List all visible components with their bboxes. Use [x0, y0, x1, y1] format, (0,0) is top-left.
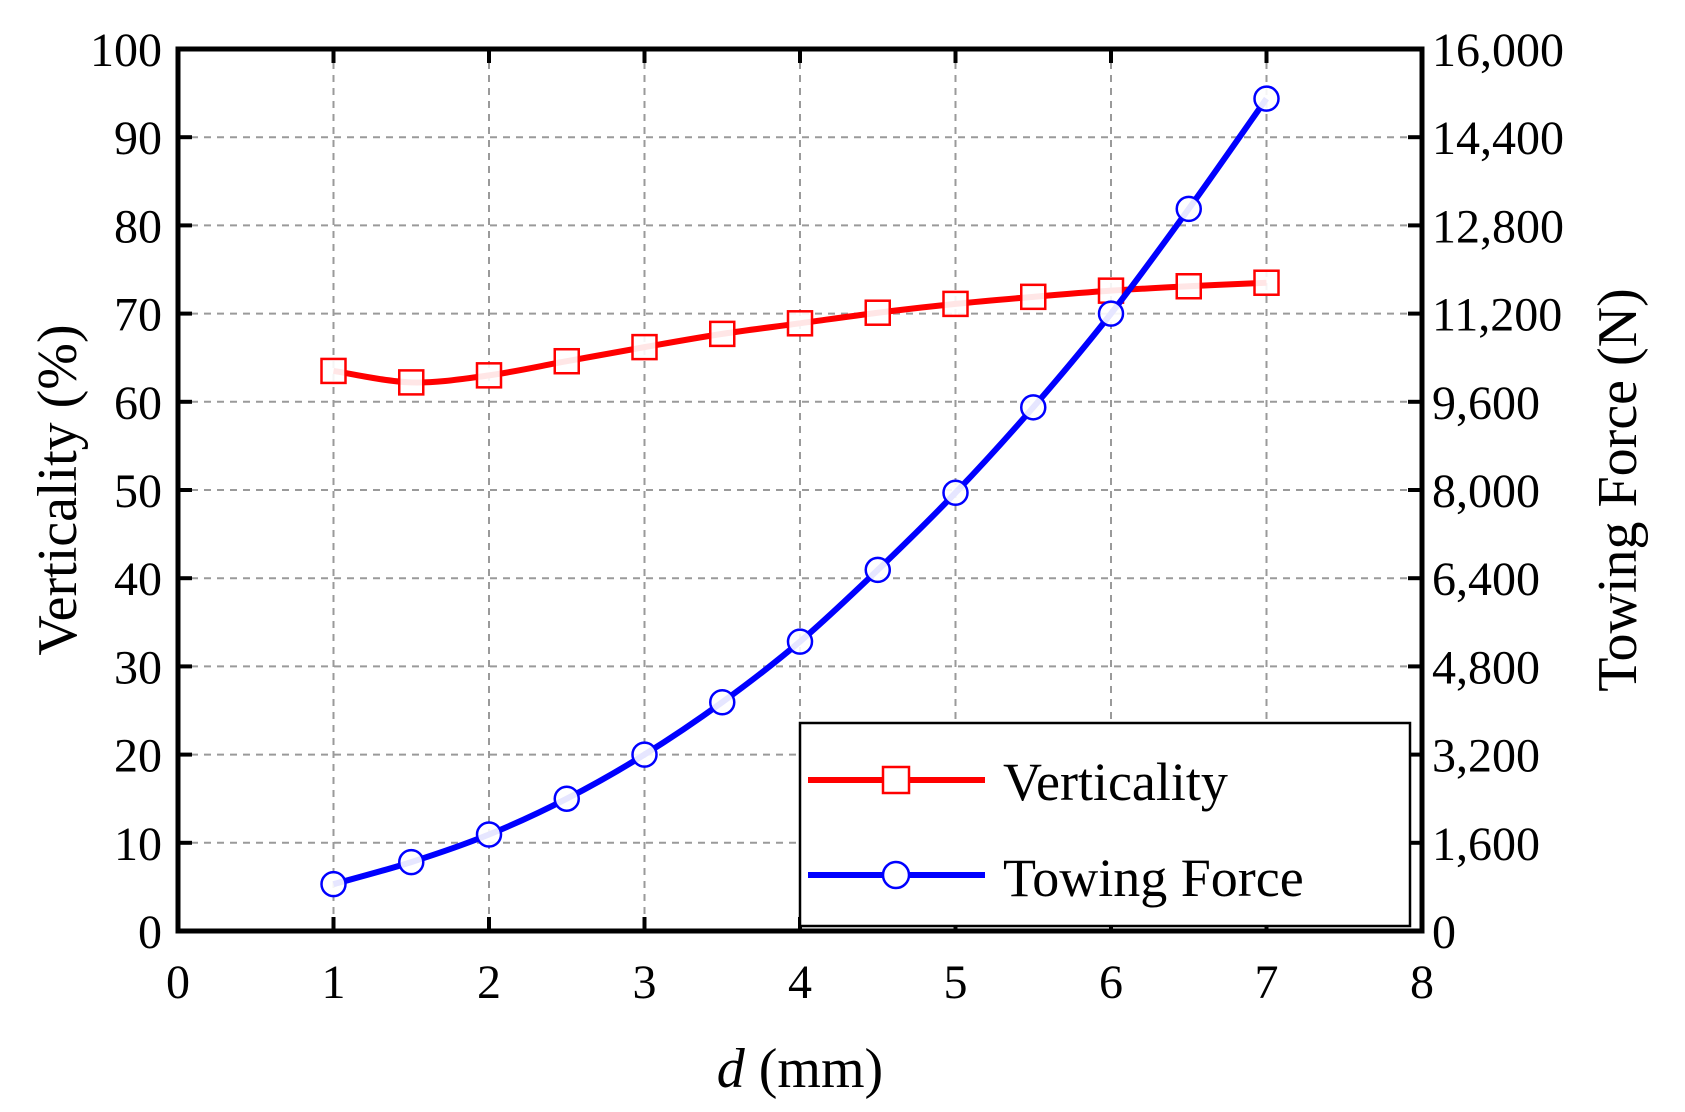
- data-point-towing-force: [320, 870, 347, 898]
- y-right-tick-label: 14,400: [1432, 112, 1564, 165]
- data-point-verticality: [1020, 283, 1047, 311]
- y-left-tick-label: 80: [114, 200, 162, 253]
- y-right-tick-label: 11,200: [1432, 289, 1562, 342]
- x-axis-title: d (mm): [717, 1038, 883, 1100]
- x-tick-label: 3: [633, 956, 657, 1009]
- y-left-tick-label: 10: [114, 818, 162, 871]
- data-point-verticality: [631, 333, 658, 361]
- x-tick-label: 0: [166, 956, 190, 1009]
- y-right-tick-label: 16,000: [1432, 24, 1564, 77]
- y-right-tick-label: 6,400: [1432, 553, 1540, 606]
- data-point-towing-force: [942, 479, 969, 507]
- data-point-towing-force: [398, 848, 425, 876]
- data-point-verticality: [320, 357, 347, 385]
- data-point-verticality: [1175, 273, 1202, 300]
- data-point-verticality: [942, 290, 969, 318]
- x-axis-unit: (mm): [745, 1038, 883, 1100]
- y-right-tick-label: 0: [1432, 906, 1456, 959]
- data-point-towing-force: [864, 556, 891, 584]
- legend-marker-towing-force: [881, 860, 911, 890]
- y-left-tick-label: 50: [114, 465, 162, 518]
- data-point-verticality: [786, 310, 814, 337]
- data-point-verticality: [1253, 269, 1280, 296]
- x-tick-label: 5: [944, 956, 968, 1009]
- x-tick-label: 8: [1410, 956, 1434, 1009]
- data-point-towing-force: [709, 688, 736, 716]
- legend-marker-verticality: [881, 765, 911, 795]
- y-right-tick-label: 9,600: [1432, 377, 1540, 430]
- y-left-tick-label: 40: [114, 553, 162, 606]
- data-point-verticality: [709, 320, 736, 348]
- legend-box: [798, 721, 1412, 928]
- y-left-tick-label: 70: [114, 289, 162, 342]
- data-point-verticality: [553, 347, 580, 375]
- data-point-towing-force: [1175, 195, 1202, 223]
- data-point-towing-force: [631, 741, 658, 768]
- data-point-verticality: [475, 362, 503, 389]
- y-left-tick-label: 0: [138, 906, 162, 959]
- data-point-towing-force: [553, 785, 580, 812]
- x-tick-label: 6: [1099, 956, 1123, 1009]
- y-right-tick-label: 4,800: [1432, 641, 1540, 694]
- series-layer: [320, 85, 1280, 898]
- y-left-tick-label: 20: [114, 730, 162, 783]
- y-right-tick-label: 8,000: [1432, 465, 1540, 518]
- x-tick-label: 7: [1255, 956, 1279, 1009]
- x-tick-label: 2: [477, 956, 501, 1009]
- y-left-tick-label: 60: [114, 377, 162, 430]
- data-point-towing-force: [1097, 300, 1125, 327]
- data-point-verticality: [398, 369, 425, 396]
- tick-label-layer: 0 1 2 3 4 5 6 7 8010203040506070809010001,6003,2…: [90, 24, 1564, 1009]
- data-point-towing-force: [1253, 85, 1280, 112]
- data-point-verticality: [864, 299, 891, 326]
- data-point-towing-force: [1020, 394, 1047, 421]
- legend-label-verticality: Verticality: [1003, 752, 1228, 812]
- y-axis-left-title: Verticality (%): [27, 324, 89, 655]
- y-right-tick-label: 3,200: [1432, 730, 1540, 783]
- y-left-tick-label: 90: [114, 112, 162, 165]
- y-axis-right-title: Towing Force (N): [1587, 288, 1649, 692]
- data-point-towing-force: [475, 821, 503, 848]
- data-point-towing-force: [786, 628, 814, 655]
- x-tick-label: 4: [788, 956, 812, 1009]
- y-right-tick-label: 12,800: [1432, 200, 1564, 253]
- legend-label-towing-force: Towing Force: [1003, 848, 1304, 908]
- tick-layer: [178, 49, 1422, 931]
- y-left-tick-label: 30: [114, 641, 162, 694]
- x-axis-variable: d: [717, 1038, 746, 1100]
- x-tick-label: 1: [322, 956, 346, 1009]
- y-left-tick-label: 100: [90, 24, 162, 77]
- legend: Verticality Towing Force: [798, 721, 1412, 928]
- y-right-tick-label: 1,600: [1432, 818, 1540, 871]
